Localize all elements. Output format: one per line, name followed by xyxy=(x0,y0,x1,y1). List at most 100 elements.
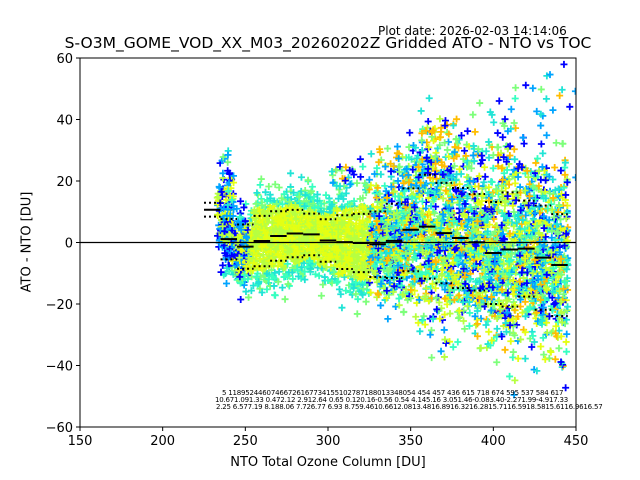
scatter-point xyxy=(381,182,389,190)
scatter-point xyxy=(304,220,312,228)
scatter-point xyxy=(499,133,507,141)
scatter-point xyxy=(271,269,279,277)
scatter-point xyxy=(252,245,260,253)
scatter-point xyxy=(244,275,252,283)
scatter-point xyxy=(334,195,342,203)
scatter-point xyxy=(353,310,361,318)
scatter-point xyxy=(219,153,227,161)
scatter-point xyxy=(288,234,296,242)
scatter-point xyxy=(229,172,237,180)
scatter-point xyxy=(316,219,324,227)
scatter-point xyxy=(341,250,349,258)
scatter-point xyxy=(551,163,559,171)
scatter-point xyxy=(253,272,261,280)
scatter-point xyxy=(426,331,434,339)
scatter-point xyxy=(290,224,298,232)
scatter-point xyxy=(564,303,572,311)
scatter-point xyxy=(321,227,329,235)
scatter-point xyxy=(493,358,501,366)
scatter-point xyxy=(240,203,248,211)
scatter-point xyxy=(334,277,342,285)
scatter-point xyxy=(262,188,270,196)
scatter-point xyxy=(469,151,477,159)
scatter-point xyxy=(237,279,245,287)
scatter-point xyxy=(228,196,236,204)
scatter-point xyxy=(319,281,327,289)
scatter-point xyxy=(345,254,353,262)
scatter-point xyxy=(424,117,432,125)
scatter-point xyxy=(328,200,336,208)
scatter-point xyxy=(321,212,329,220)
scatter-point xyxy=(317,292,325,300)
scatter-point xyxy=(342,189,350,197)
scatter-points xyxy=(213,60,576,399)
scatter-point xyxy=(340,219,348,227)
scatter-point xyxy=(511,179,519,187)
scatter-point xyxy=(542,95,550,103)
scatter-point xyxy=(449,343,457,351)
scatter-point xyxy=(245,254,253,262)
scatter-point xyxy=(471,128,479,136)
scatter-point xyxy=(280,190,288,198)
scatter-point xyxy=(313,191,321,199)
scatter-point xyxy=(253,252,261,260)
scatter-point xyxy=(406,129,414,137)
scatter-point xyxy=(220,205,228,213)
scatter-point xyxy=(223,264,231,272)
scatter-point xyxy=(560,60,568,68)
scatter-point xyxy=(412,313,420,321)
scatter-point xyxy=(214,193,222,201)
scatter-point xyxy=(274,251,282,259)
scatter-point xyxy=(275,218,283,226)
scatter-point xyxy=(218,188,226,196)
scatter-point xyxy=(343,239,351,247)
scatter-point xyxy=(529,84,537,92)
scatter-point xyxy=(562,338,570,346)
scatter-point xyxy=(291,201,299,209)
scatter-point xyxy=(293,266,301,274)
scatter-point xyxy=(333,253,341,261)
scatter-point xyxy=(519,134,527,142)
scatter-point xyxy=(469,111,477,119)
scatter-point xyxy=(337,290,345,298)
scatter-point xyxy=(277,228,285,236)
scatter-point xyxy=(454,338,462,346)
scatter-point xyxy=(512,84,520,92)
scatter-point xyxy=(305,257,313,265)
scatter-point xyxy=(236,213,244,221)
scatter-point xyxy=(274,278,282,286)
scatter-point xyxy=(511,155,519,163)
scatter-point xyxy=(342,206,350,214)
scatter-point xyxy=(302,213,310,221)
scatter-point xyxy=(342,229,350,237)
scatter-point xyxy=(540,351,548,359)
scatter-point xyxy=(217,268,225,276)
x-axis-label: NTO Total Ozone Column [DU] xyxy=(230,455,426,470)
scatter-point xyxy=(228,227,236,235)
scatter-point xyxy=(289,189,297,197)
scatter-point xyxy=(311,270,319,278)
scatter-point xyxy=(333,216,341,224)
scatter-point xyxy=(449,121,457,129)
scatter-point xyxy=(342,246,350,254)
scatter-point xyxy=(395,301,403,309)
scatter-point xyxy=(511,376,519,384)
scatter-point xyxy=(252,227,260,235)
scatter-point xyxy=(495,97,503,105)
scatter-point xyxy=(547,348,555,356)
scatter-point xyxy=(493,325,501,333)
scatter-point xyxy=(235,254,243,262)
scatter-point xyxy=(226,212,234,220)
scatter-point xyxy=(392,303,400,311)
scatter-point xyxy=(242,288,250,296)
scatter-point xyxy=(236,273,244,281)
scatter-point xyxy=(552,139,560,147)
scatter-point xyxy=(300,202,308,210)
scatter-point xyxy=(324,221,332,229)
scatter-point xyxy=(235,266,243,274)
scatter-point xyxy=(317,200,325,208)
scatter-point xyxy=(501,346,509,354)
scatter-point xyxy=(233,205,241,213)
scatter-point xyxy=(309,200,317,208)
scatter-point xyxy=(304,176,312,184)
